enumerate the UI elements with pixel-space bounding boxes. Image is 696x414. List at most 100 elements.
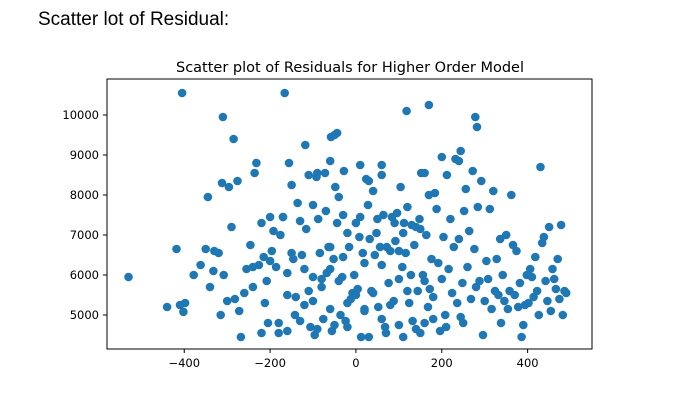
- scatter-point-28: [248, 282, 258, 292]
- scatter-point-243: [265, 256, 275, 266]
- scatter-point-106: [392, 208, 402, 218]
- scatter-point-119: [415, 214, 424, 224]
- scatter-point-3: [179, 307, 188, 317]
- y-axis: 5000 6000 7000 8000 9000 10000: [62, 108, 107, 322]
- scatter-point-216: [454, 156, 464, 166]
- y-tick-label: 10000: [62, 108, 99, 122]
- scatter-point-264: [428, 314, 438, 324]
- scatter-point-116: [410, 240, 419, 250]
- scatter-point-30: [252, 158, 261, 168]
- scatter-point-141: [452, 298, 462, 308]
- scatter-point-156: [478, 330, 488, 340]
- scatter-point-63: [319, 314, 328, 324]
- scatter-point-111: [401, 248, 411, 258]
- scatter-point-259: [343, 298, 352, 308]
- scatter-point-134: [440, 310, 450, 320]
- scatter-point-239: [338, 252, 348, 262]
- scatter-point-255: [222, 296, 232, 306]
- scatter-point-168: [498, 270, 508, 280]
- scatter-point-214: [456, 146, 466, 156]
- scatter-point-85: [356, 332, 366, 342]
- scatter-point-154: [475, 276, 484, 286]
- scatter-point-37: [265, 212, 275, 222]
- scatter-point-101: [384, 278, 393, 288]
- scatter-point-19: [224, 182, 234, 192]
- scatter-point-84: [355, 232, 364, 242]
- scatter-point-38: [267, 246, 277, 256]
- scatter-point-179: [517, 332, 526, 342]
- scatter-point-139: [449, 242, 459, 252]
- scatter-point-237: [416, 224, 425, 234]
- scatter-point-49: [290, 310, 300, 320]
- scatter-point-102: [386, 246, 395, 256]
- scatter-point-41: [274, 328, 284, 338]
- scatter-point-10: [203, 192, 213, 202]
- x-tick-label: −200: [254, 356, 286, 370]
- scatter-point-249: [351, 290, 361, 300]
- scatter-point-70: [331, 182, 340, 192]
- scatter-point-145: [459, 206, 469, 216]
- scatter-point-96: [375, 242, 385, 252]
- scatter-point-42: [276, 230, 285, 240]
- scatter-point-4: [180, 298, 190, 308]
- page-heading: Scatter lot of Residual:: [38, 9, 230, 30]
- scatter-point-36: [263, 318, 273, 328]
- scatter-point-158: [482, 256, 491, 266]
- scatter-point-109: [398, 262, 407, 272]
- scatter-point-8: [196, 260, 205, 270]
- scatter-point-275: [458, 318, 468, 328]
- scatter-point-205: [561, 288, 571, 298]
- scatter-point-146: [461, 184, 471, 194]
- scatter-point-107: [394, 274, 404, 284]
- scatter-point-35: [262, 276, 272, 286]
- scatter-point-77: [343, 322, 352, 332]
- scatter-point-113: [404, 298, 414, 308]
- scatter-point-46: [284, 158, 294, 168]
- scatter-point-245: [283, 268, 292, 278]
- scatter-point-157: [480, 296, 490, 306]
- x-tick-label: 0: [352, 356, 359, 370]
- x-tick-label: 400: [517, 356, 539, 370]
- scatter-point-167: [496, 318, 506, 328]
- scatter-point-112: [403, 202, 412, 212]
- scatter-point-137: [446, 214, 455, 224]
- scatter-point-89: [363, 200, 373, 210]
- scatter-point-236: [398, 228, 408, 238]
- scatter-point-7: [189, 270, 198, 280]
- scatter-point-16: [217, 178, 227, 188]
- scatter-point-148: [464, 226, 474, 236]
- scatter-point-6: [177, 88, 187, 98]
- scatter-point-92: [368, 186, 378, 196]
- scatter-point-122: [420, 318, 429, 328]
- scatter-point-177: [513, 302, 523, 312]
- scatter-point-71: [332, 218, 342, 228]
- scatter-point-82: [351, 218, 361, 228]
- scatter-point-17: [218, 112, 228, 122]
- scatter-point-244: [248, 262, 258, 272]
- scatter-point-27: [246, 240, 255, 250]
- scatter-point-73: [336, 310, 345, 320]
- scatter-point-206: [301, 140, 310, 150]
- scatter-point-44: [280, 88, 290, 98]
- scatter-point-228: [338, 210, 348, 220]
- scatter-point-52: [297, 250, 307, 260]
- scatter-point-224: [424, 190, 434, 200]
- scatter-point-33: [259, 252, 269, 262]
- scatter-point-54: [301, 224, 311, 234]
- scatter-point-178: [515, 278, 525, 288]
- scatter-point-274: [441, 322, 451, 332]
- scatter-point-231: [407, 220, 417, 230]
- scatter-point-221: [355, 160, 365, 170]
- scatter-point-51: [295, 316, 305, 326]
- scatter-point-75: [339, 166, 349, 176]
- scatter-point-1: [162, 302, 172, 312]
- chart-title: Scatter plot of Residuals for Higher Ord…: [176, 60, 524, 76]
- scatter-point-260: [360, 304, 369, 314]
- scatter-point-67: [325, 264, 335, 274]
- plot-frame: [106, 78, 593, 350]
- scatter-point-64: [320, 168, 330, 178]
- scatter-point-95: [374, 302, 383, 312]
- scatter-point-124: [423, 302, 433, 312]
- scatter-point-197: [548, 264, 557, 274]
